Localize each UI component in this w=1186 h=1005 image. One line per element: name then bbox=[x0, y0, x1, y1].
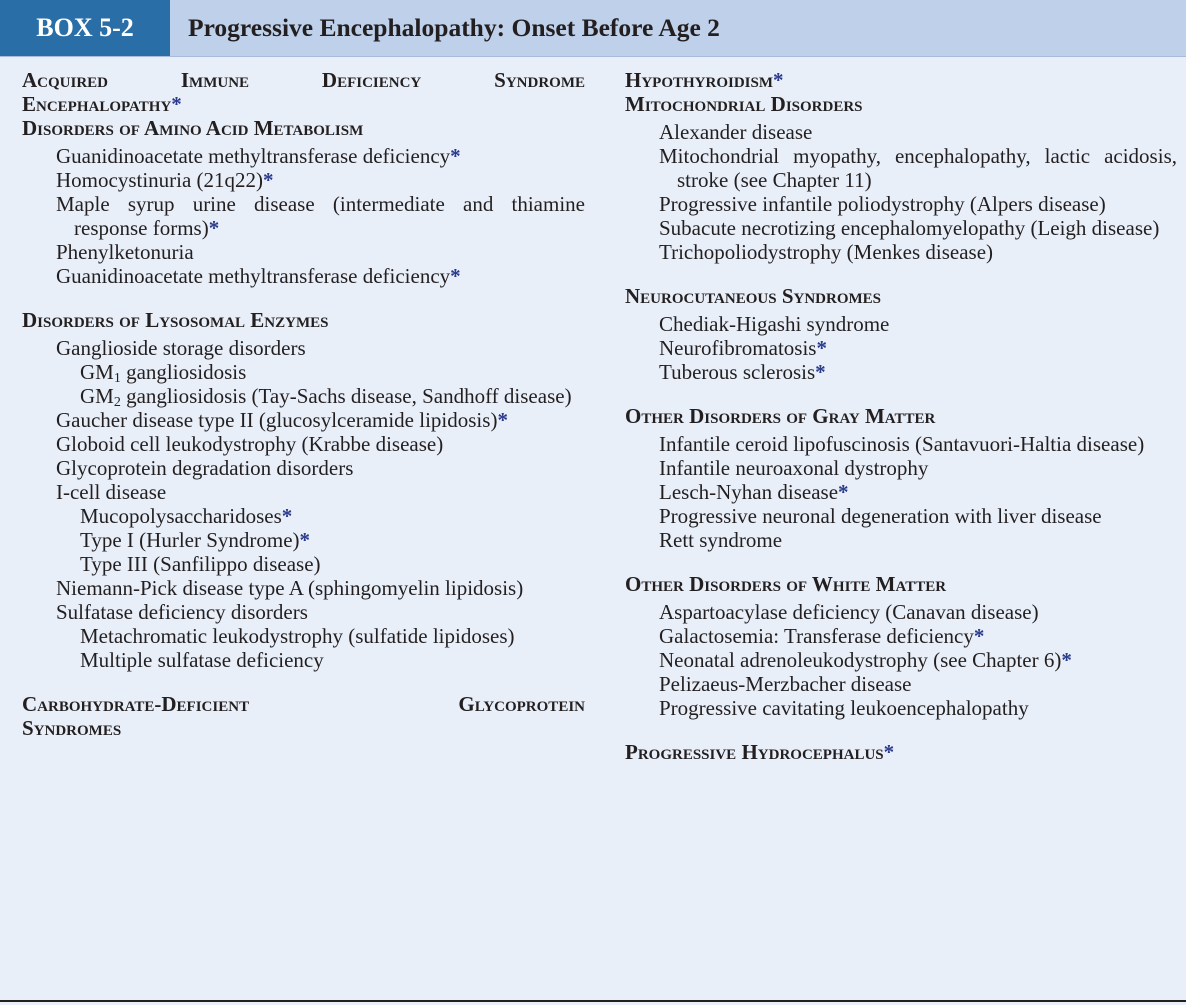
asterisk-marker: * bbox=[263, 168, 274, 192]
hydrocephalus-heading: Progressive Hydrocephalus* bbox=[625, 740, 1177, 764]
asterisk-marker: * bbox=[299, 528, 311, 552]
item-text: Guanidinoacetate methyltransferase defic… bbox=[56, 144, 451, 168]
asterisk-marker: * bbox=[883, 740, 895, 764]
box-title: Progressive Encephalopathy: Onset Before… bbox=[188, 13, 720, 42]
list-item: I-cell disease bbox=[56, 480, 167, 504]
list-item: Rett syndrome bbox=[659, 528, 783, 552]
item-text: GM bbox=[80, 360, 114, 384]
amino-acid-list: Guanidinoacetate methyltransferase defic… bbox=[22, 144, 585, 288]
item-text: Lesch-Nyhan disease bbox=[659, 480, 839, 504]
list-item: Progressive neuronal degeneration with l… bbox=[659, 504, 1102, 528]
list-item: Tuberous sclerosis* bbox=[625, 360, 1177, 384]
item-text: Guanidinoacetate methyltransferase defic… bbox=[56, 264, 451, 288]
white-matter-heading: Other Disorders of White Matter bbox=[625, 572, 947, 596]
item-text: Type I (Hurler Syndrome) bbox=[80, 528, 300, 552]
item-text: Mucopolysaccharidoses bbox=[80, 504, 282, 528]
list-item: Niemann-Pick disease type A (sphingomyel… bbox=[56, 576, 524, 600]
item-text: gangliosidosis (Tay-Sachs disease, Sandh… bbox=[120, 384, 572, 408]
subscript: 2 bbox=[113, 395, 121, 410]
list-item: Subacute necrotizing encephalomyelopathy… bbox=[659, 216, 1160, 240]
item-text: Neurofibromatosis bbox=[659, 336, 817, 360]
list-subitem: Multiple sulfatase deficiency bbox=[80, 648, 324, 672]
item-text: GM bbox=[80, 384, 114, 408]
asterisk-marker: * bbox=[450, 144, 461, 168]
asterisk-marker: * bbox=[973, 624, 985, 648]
list-subitem: GM1 gangliosidosis bbox=[22, 360, 585, 386]
asterisk-marker: * bbox=[497, 408, 508, 432]
item-text: Phenylketonuria bbox=[56, 240, 194, 264]
carbohydrate-heading-line2: Syndromes bbox=[22, 716, 122, 740]
heading-text: Progressive Hydrocephalus bbox=[625, 740, 884, 764]
list-subitem: Metachromatic leukodystrophy (sulfatide … bbox=[80, 624, 515, 648]
subscript: 1 bbox=[113, 371, 121, 386]
neurocutaneous-heading: Neurocutaneous Syndromes bbox=[625, 284, 882, 308]
list-item: Progressive cavitating leukoencephalopat… bbox=[659, 696, 1029, 720]
asterisk-marker: * bbox=[208, 216, 220, 240]
asterisk-marker: * bbox=[450, 264, 461, 288]
left-column: Acquired Immune Deficiency Syndrome Ence… bbox=[22, 68, 585, 740]
list-subitem: Type III (Sanfilippo disease) bbox=[80, 552, 321, 576]
list-item: Mitochondrial myopathy, encephalopathy, … bbox=[659, 144, 1177, 192]
right-column: Hypothyroidism* Mitochondrial Disorders … bbox=[625, 68, 1177, 764]
mitochondrial-heading: Mitochondrial Disorders bbox=[625, 92, 863, 116]
item-text: Galactosemia: Transferase deficiency bbox=[659, 624, 974, 648]
box-header: BOX 5-2 Progressive Encephalopathy: Onse… bbox=[0, 0, 1186, 57]
asterisk-marker: * bbox=[815, 360, 826, 384]
carbohydrate-heading-line1: Carbohydrate-Deficient Glycoprotein bbox=[22, 692, 585, 716]
asterisk-marker: * bbox=[816, 336, 827, 360]
asterisk-marker: * bbox=[838, 480, 849, 504]
list-item: Galactosemia: Transferase deficiency* bbox=[625, 624, 1177, 648]
list-item: Guanidinoacetate methyltransferase defic… bbox=[22, 264, 585, 288]
list-item: Maple syrup urine disease (intermediate … bbox=[22, 192, 585, 240]
heading-text: Hypothyroidism bbox=[625, 68, 774, 92]
lysosomal-list: Ganglioside storage disorders GM1 gangli… bbox=[22, 336, 585, 672]
list-item: Trichopoliodystrophy (Menkes disease) bbox=[659, 240, 994, 264]
list-item: Guanidinoacetate methyltransferase defic… bbox=[22, 144, 585, 168]
asterisk-marker: * bbox=[1061, 648, 1072, 672]
list-item: Infantile neuroaxonal dystrophy bbox=[659, 456, 929, 480]
item-text: Maple syrup urine disease (intermediate … bbox=[56, 192, 585, 240]
aids-heading-text: Encephalopathy bbox=[22, 92, 172, 116]
list-item: Alexander disease bbox=[659, 120, 813, 144]
list-item: Glycoprotein degradation disorders bbox=[56, 456, 354, 480]
item-text: Tuberous sclerosis bbox=[659, 360, 816, 384]
item-text: Gaucher disease type II (glucosylceramid… bbox=[56, 408, 498, 432]
lysosomal-heading: Disorders of Lysosomal Enzymes bbox=[22, 308, 329, 332]
list-item: Chediak-Higashi syndrome bbox=[659, 312, 890, 336]
asterisk-marker: * bbox=[171, 92, 182, 116]
neurocutaneous-list: Chediak-Higashi syndrome Neurofibromatos… bbox=[625, 312, 1177, 384]
hypothyroidism-heading: Hypothyroidism* bbox=[625, 68, 1177, 92]
list-item: Sulfatase deficiency disorders bbox=[56, 600, 308, 624]
list-item: Gaucher disease type II (glucosylceramid… bbox=[22, 408, 585, 432]
asterisk-marker: * bbox=[773, 68, 784, 92]
list-item: Ganglioside storage disorders bbox=[56, 336, 306, 360]
list-subitem: Type I (Hurler Syndrome)* bbox=[22, 528, 585, 552]
aids-heading-line1: Acquired Immune Deficiency Syndrome bbox=[22, 68, 585, 92]
list-item: Progressive infantile poliodystrophy (Al… bbox=[659, 192, 1106, 216]
list-subitem: Mucopolysaccharidoses* bbox=[22, 504, 585, 528]
amino-acid-heading: Disorders of Amino Acid Metabolism bbox=[22, 116, 364, 140]
list-item: Pelizaeus-Merzbacher disease bbox=[659, 672, 912, 696]
gray-matter-list: Infantile ceroid lipofuscinosis (Santavu… bbox=[625, 432, 1177, 552]
list-item: Neonatal adrenoleukodystrophy (see Chapt… bbox=[625, 648, 1177, 672]
list-subitem: GM2 gangliosidosis (Tay-Sachs disease, S… bbox=[22, 384, 585, 410]
white-matter-list: Aspartoacylase deficiency (Canavan disea… bbox=[625, 600, 1177, 720]
gray-matter-heading: Other Disorders of Gray Matter bbox=[625, 404, 936, 428]
item-text: Neonatal adrenoleukodystrophy (see Chapt… bbox=[659, 648, 1062, 672]
list-item: Infantile ceroid lipofuscinosis (Santavu… bbox=[659, 432, 1145, 456]
item-text: Homocystinuria (21q22) bbox=[56, 168, 264, 192]
list-item: Lesch-Nyhan disease* bbox=[625, 480, 1177, 504]
list-item: Phenylketonuria bbox=[22, 240, 585, 264]
list-item: Globoid cell leukodystrophy (Krabbe dise… bbox=[56, 432, 444, 456]
list-item: Aspartoacylase deficiency (Canavan disea… bbox=[659, 600, 1039, 624]
mitochondrial-list: Alexander disease Mitochondrial myopathy… bbox=[625, 120, 1177, 264]
asterisk-marker: * bbox=[281, 504, 293, 528]
bottom-rule bbox=[0, 1000, 1186, 1002]
item-text: gangliosidosis bbox=[120, 360, 247, 384]
list-item: Neurofibromatosis* bbox=[625, 336, 1177, 360]
aids-heading-line2: Encephalopathy* bbox=[22, 92, 585, 116]
list-item: Homocystinuria (21q22)* bbox=[22, 168, 585, 192]
box-label: BOX 5-2 bbox=[0, 0, 170, 56]
